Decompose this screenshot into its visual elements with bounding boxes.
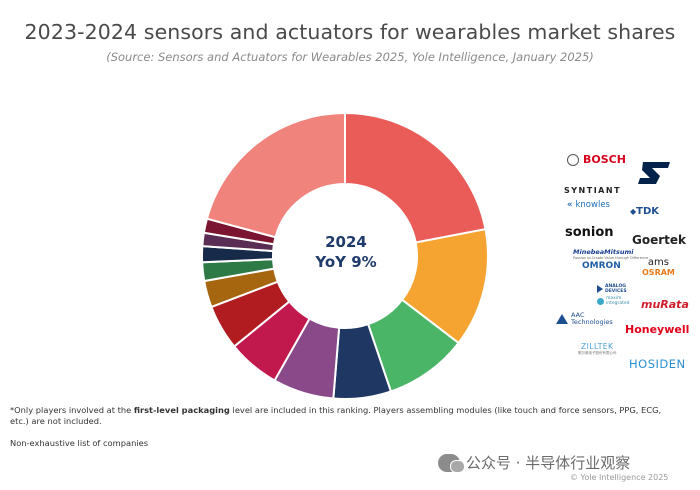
bosch-logo: BOSCH (567, 153, 626, 166)
copyright: © Yole Intelligence 2025 (570, 473, 669, 482)
center-yoy: YoY 9% (315, 253, 377, 271)
aac-mark-icon (556, 314, 568, 324)
center-year: 2024 (325, 233, 367, 251)
donut-slice-1 (344, 111, 487, 244)
aac-logo: AAC Technologies (556, 312, 613, 326)
sonion-logo: sonion (565, 225, 614, 240)
bosch-ring-icon (567, 153, 579, 166)
maxim-logo: maxim integrated (597, 296, 630, 306)
zilltek-logo: ZILLTEK 歌尔微电子股份有限公司 (578, 342, 617, 355)
st-logo (638, 162, 670, 184)
non-exhaustive-note: Non-exhaustive list of companies (10, 438, 149, 448)
ams-osram-logo: ams OSRAM (642, 257, 675, 278)
goertek-logo: Goertek (632, 233, 687, 247)
syntiant-logo: SYNTIANT (564, 186, 622, 195)
minebea-logo: MinebeaMitsumi Passion to Create Value t… (573, 248, 649, 260)
tdk-logo: ◆TDK (630, 206, 660, 217)
st-mark-icon (638, 162, 670, 184)
page-title: 2023-2024 sensors and actuators for wear… (24, 20, 676, 44)
knowles-logo: «knowles (567, 200, 610, 210)
wechat-watermark: 公众号 · 半导体行业观察 (438, 452, 630, 473)
hosiden-logo: HOSIDEN (629, 357, 686, 371)
page-subtitle: (Source: Sensors and Actuators for Weara… (106, 50, 594, 64)
maxim-circle-icon (597, 297, 604, 305)
donut-slice-13 (205, 111, 346, 239)
knowles-mark-icon: « (567, 200, 573, 210)
wechat-icon (438, 453, 465, 473)
honeywell-logo: Honeywell (625, 323, 690, 336)
tdk-mark-icon: ◆ (630, 207, 637, 216)
omron-logo: OMRON (582, 261, 621, 271)
footnote: *Only players involved at the first-leve… (10, 405, 662, 426)
analog-devices-logo: ANALOG DEVICES (597, 284, 627, 294)
donut-chart (201, 111, 489, 400)
adi-triangle-icon (597, 285, 603, 293)
murata-logo: muRata (641, 298, 689, 311)
